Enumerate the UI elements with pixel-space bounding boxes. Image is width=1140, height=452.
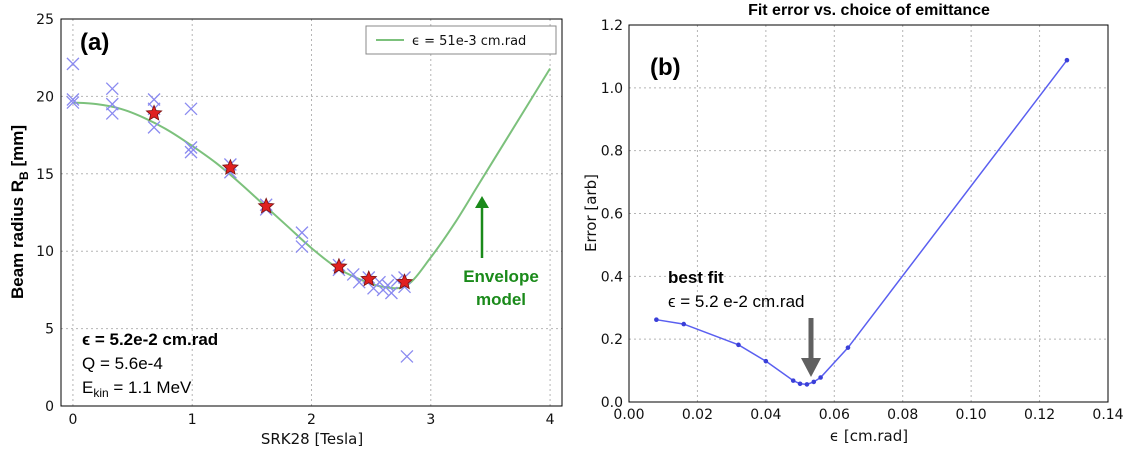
panel-a-ylabel: Beam radius RB [mm]: [8, 125, 31, 299]
measurement-marker: [384, 286, 398, 300]
panel-b-title: Fit error vs. choice of emittance: [748, 2, 990, 19]
panel-b-xlabel: ϵ [cm.rad]: [830, 427, 908, 445]
panel-a-fit-curve: [72, 68, 551, 290]
panel-a: 0 1 2 3 4 0 5 10 15 20 25 (a) ϵ = 51e-3 cm.rad Be…: [8, 12, 563, 448]
panel-a-y-ticks: 0 5 10 15 20 25: [36, 12, 54, 415]
panel-a-x-tick-label: 1: [188, 412, 197, 428]
annotation-emittance: ϵ = 5.2e-2 cm.rad: [82, 330, 218, 349]
panel-b-error-curve: [656, 59, 1068, 386]
error-curve-line: [656, 59, 1068, 386]
panel-a-xlabel: SRK28 [Tesla]: [261, 430, 363, 448]
fit-star-marker: [221, 158, 239, 175]
measurement-marker: [105, 106, 119, 120]
error-data-point: [654, 317, 659, 322]
best-fit-value: ϵ = 5.2 e-2 cm.rad: [668, 292, 805, 311]
panel-a-frame: [60, 18, 563, 407]
panel-b: Fit error vs. choice of emittance 0.00 0.…: [582, 2, 1124, 445]
panel-a-tag: (a): [80, 29, 109, 56]
measurement-marker: [105, 97, 119, 111]
error-data-point: [811, 379, 817, 385]
panel-a-y-tick-label: 10: [36, 244, 54, 260]
measurement-marker: [295, 240, 309, 254]
panel-b-y-tick-label: 0.6: [601, 207, 623, 223]
panel-b-x-tick-label: 0.04: [750, 407, 781, 423]
panel-b-ylabel: Error [arb]: [582, 174, 600, 252]
panel-b-x-ticks: 0.00 0.02 0.04 0.06 0.08 0.10 0.12 0.14: [613, 407, 1123, 423]
fit-star-marker: [145, 104, 163, 121]
panel-b-x-tick-label: 0.14: [1092, 407, 1123, 423]
fit-star-marker: [360, 270, 378, 287]
measurement-marker: [66, 96, 80, 110]
annotation-kinetic-energy: Ekin = 1.1 MeV: [82, 378, 192, 400]
panel-a-x-tick-label: 4: [546, 412, 555, 428]
panel-a-y-tick-label: 20: [36, 89, 54, 105]
panel-b-x-tick-label: 0.08: [887, 407, 918, 423]
measurement-marker: [184, 145, 198, 159]
panel-a-x-tick-label: 2: [307, 412, 316, 428]
panel-b-y-tick-label: 1.0: [601, 81, 623, 97]
panel-b-tag: (b): [650, 54, 681, 81]
envelope-label-line2: model: [476, 290, 526, 309]
panel-b-error-points: [654, 57, 1070, 387]
fit-star-marker: [330, 257, 348, 274]
panel-b-y-tick-label: 0.0: [601, 395, 623, 411]
panel-a-y-tick-label: 15: [36, 167, 54, 183]
panel-a-fit-points: [145, 104, 414, 290]
panel-b-y-tick-label: 0.4: [601, 269, 623, 285]
panel-b-x-tick-label: 0.12: [1024, 407, 1055, 423]
measurement-marker: [66, 57, 80, 71]
best-fit-label: best fit: [668, 268, 724, 287]
measurement-marker: [184, 141, 198, 154]
error-data-point: [681, 321, 687, 327]
panel-b-y-tick-label: 0.8: [601, 144, 623, 160]
panel-a-y-tick-label: 0: [45, 399, 54, 415]
panel-b-y-ticks: 0.0 0.2 0.4 0.6 0.8 1.0 1.2: [601, 18, 623, 411]
measurement-marker: [381, 278, 395, 292]
panel-b-x-tick-label: 0.00: [613, 407, 644, 423]
measurement-marker: [184, 102, 198, 116]
error-data-point: [797, 381, 803, 387]
measurement-marker: [373, 275, 386, 289]
panel-a-y-tick-label: 25: [36, 12, 54, 28]
error-data-point: [790, 378, 796, 383]
panel-b-x-tick-label: 0.06: [819, 407, 850, 423]
panel-b-y-tick-label: 1.2: [601, 18, 623, 34]
error-data-point: [845, 345, 851, 350]
panel-a-x-ticks: 0 1 2 3 4: [68, 412, 554, 428]
measurement-marker: [295, 226, 309, 240]
panel-a-x-tick-label: 0: [68, 412, 77, 428]
fit-star-marker: [257, 197, 275, 214]
measurement-marker: [105, 82, 119, 96]
annotation-charge: Q = 5.6e-4: [82, 354, 163, 373]
envelope-label-line1: Envelope: [463, 267, 539, 286]
panel-a-x-tick-label: 3: [426, 412, 435, 428]
fit-curve-line: [72, 68, 551, 290]
panel-a-legend: ϵ = 51e-3 cm.rad: [365, 25, 557, 55]
measurement-marker: [147, 120, 161, 134]
panel-b-x-tick-label: 0.10: [956, 407, 987, 423]
measurement-marker: [346, 267, 360, 281]
panel-b-frame: [628, 24, 1109, 403]
panel-b-x-tick-label: 0.02: [682, 407, 713, 423]
panel-b-grid: [628, 24, 1109, 403]
measurement-marker: [147, 93, 161, 106]
error-data-point: [818, 375, 823, 380]
panel-a-y-tick-label: 5: [45, 322, 54, 338]
panel-b-y-tick-label: 0.2: [601, 332, 623, 348]
legend-label: ϵ = 51e-3 cm.rad: [412, 34, 526, 49]
error-data-point: [804, 382, 810, 387]
error-data-point: [763, 358, 769, 364]
panel-a-measurements: [66, 57, 414, 363]
error-data-point: [736, 342, 741, 348]
measurement-marker: [400, 350, 414, 363]
measurement-marker: [66, 93, 80, 106]
best-fit-arrow: [801, 318, 821, 377]
error-data-point: [1064, 57, 1070, 63]
fit-star-marker: [395, 273, 414, 290]
envelope-arrow: [475, 196, 489, 258]
